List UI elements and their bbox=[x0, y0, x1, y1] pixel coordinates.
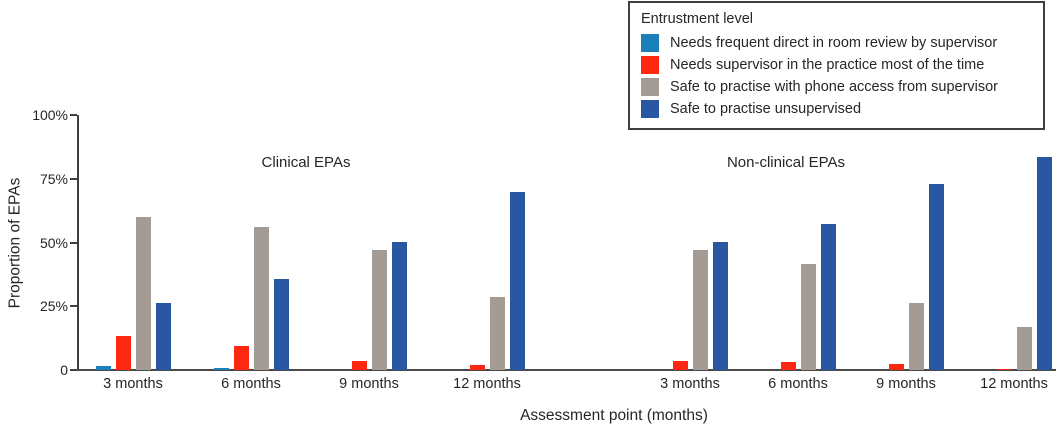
bar-series-1 bbox=[469, 365, 485, 370]
bar-series-1 bbox=[351, 361, 367, 370]
legend-entry-label: Needs supervisor in the practice most of… bbox=[670, 57, 985, 73]
bar-series-3 bbox=[928, 184, 944, 370]
legend-entry: Safe to practise unsupervised bbox=[641, 98, 1033, 120]
legend-entry-label: Needs frequent direct in room review by … bbox=[670, 35, 998, 51]
bar-series-1 bbox=[115, 336, 131, 370]
legend-entries: Needs frequent direct in room review by … bbox=[641, 32, 1033, 120]
y-tick-mark bbox=[70, 305, 77, 308]
x-tick-label: 6 months bbox=[221, 376, 281, 392]
facet-label: Non-clinical EPAs bbox=[726, 154, 846, 171]
bar-series-1 bbox=[780, 362, 796, 370]
legend-swatch-icon bbox=[641, 100, 659, 118]
bar-series-2 bbox=[135, 217, 151, 370]
bar-series-1 bbox=[672, 361, 688, 370]
bar-series-3 bbox=[820, 224, 836, 370]
legend-swatch-icon bbox=[641, 34, 659, 52]
x-tick-label: 9 months bbox=[876, 376, 936, 392]
bar-series-0 bbox=[213, 368, 229, 370]
bar-series-0 bbox=[95, 366, 111, 370]
legend-entry: Safe to practise with phone access from … bbox=[641, 76, 1033, 98]
bar-series-2 bbox=[253, 227, 269, 370]
legend-entry: Needs frequent direct in room review by … bbox=[641, 32, 1033, 54]
legend-swatch-icon bbox=[641, 78, 659, 96]
bar-series-2 bbox=[908, 303, 924, 370]
x-axis-title: Assessment point (months) bbox=[520, 407, 708, 424]
x-axis-baseline bbox=[77, 369, 1056, 371]
bar-series-3 bbox=[712, 242, 728, 370]
y-tick-label: 50% bbox=[39, 234, 68, 251]
y-tick-label: 0 bbox=[60, 362, 68, 378]
legend: Entrustment level Needs frequent direct … bbox=[628, 1, 1045, 130]
y-tick-mark bbox=[70, 177, 77, 180]
y-tick-label: 25% bbox=[39, 298, 68, 315]
bar-series-3 bbox=[509, 192, 525, 370]
bar-series-2 bbox=[489, 297, 505, 370]
y-tick-mark bbox=[70, 241, 77, 244]
y-tick-label: 100% bbox=[32, 107, 68, 123]
bar-series-2 bbox=[1016, 327, 1032, 370]
x-tick-label: 9 months bbox=[339, 376, 399, 392]
x-tick-label: 3 months bbox=[660, 376, 720, 392]
x-tick-label: 12 months bbox=[980, 376, 1048, 392]
bar-series-3 bbox=[155, 303, 171, 370]
legend-title: Entrustment level bbox=[641, 11, 754, 27]
legend-entry: Needs supervisor in the practice most of… bbox=[641, 54, 1033, 76]
x-tick-label: 6 months bbox=[768, 376, 828, 392]
bar-series-2 bbox=[692, 250, 708, 370]
bar-series-2 bbox=[800, 264, 816, 370]
legend-entry-label: Safe to practise unsupervised bbox=[670, 101, 862, 117]
y-tick-mark bbox=[70, 369, 77, 371]
bar-series-2 bbox=[371, 250, 387, 370]
y-tick-mark bbox=[70, 114, 77, 116]
legend-entry-label: Safe to practise with phone access from … bbox=[670, 79, 999, 95]
x-tick-label: 12 months bbox=[453, 376, 521, 392]
y-tick-label: 75% bbox=[39, 170, 68, 187]
bar-series-1 bbox=[996, 369, 1012, 370]
facet-label: Clinical EPAs bbox=[261, 154, 351, 171]
x-tick-label: 3 months bbox=[103, 376, 163, 392]
bar-series-1 bbox=[888, 364, 904, 370]
bar-series-1 bbox=[233, 346, 249, 370]
bar-series-3 bbox=[391, 242, 407, 370]
bar-series-3 bbox=[1036, 157, 1052, 370]
legend-swatch-icon bbox=[641, 56, 659, 74]
y-axis-line bbox=[77, 115, 79, 370]
bar-series-3 bbox=[273, 279, 289, 370]
